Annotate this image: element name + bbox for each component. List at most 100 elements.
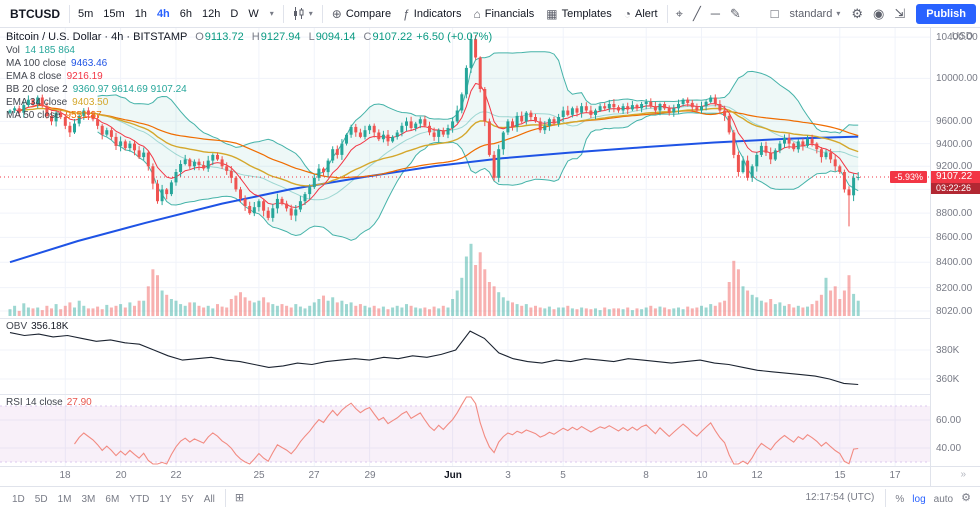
candlestick-icon (293, 7, 304, 20)
range-YTD[interactable]: YTD (124, 494, 154, 505)
toolbar-divider (282, 4, 284, 23)
go-to-date-icon[interactable]: ⊞ (234, 492, 245, 504)
time-axis-label: 12 (751, 470, 763, 481)
rsi-value: 27.90 (66, 397, 92, 408)
scale-auto[interactable]: auto (930, 494, 957, 505)
indicators-icon: ƒ (403, 6, 410, 21)
interval-15m[interactable]: 15m (98, 2, 129, 26)
time-axis[interactable]: 18 20 22 25 27 29 Jun 3 5 8 10 12 15 17 » (0, 466, 980, 487)
open-value: 9113.72 (204, 31, 244, 43)
range-5Y[interactable]: 5Y (177, 494, 199, 505)
obv-axis-label: 360K (936, 374, 960, 385)
interval-1h[interactable]: 1h (130, 2, 152, 26)
templates-icon: ▦ (546, 6, 558, 21)
rsi-legend[interactable]: RSI 14 close 27.90 (6, 397, 92, 408)
alert-button[interactable]: ◔ Alert (618, 2, 664, 26)
horizontal-line-tool-button[interactable]: ─ (706, 2, 725, 26)
scale-%[interactable]: % (891, 494, 908, 505)
indicator-legend-row[interactable]: EMA 34 close 9403.50 (6, 97, 109, 108)
axis-settings-gear-icon[interactable]: ⚙ (961, 492, 971, 504)
price-axis-label: 9200.00 (936, 161, 973, 172)
range-1D[interactable]: 1D (7, 494, 30, 505)
interval-D[interactable]: D (225, 2, 243, 26)
interval-12h[interactable]: 12h (197, 2, 225, 26)
pane-separator[interactable] (0, 394, 980, 395)
interval-6h[interactable]: 6h (175, 2, 197, 26)
chart-type-button[interactable]: ▾ (287, 2, 319, 26)
compare-button[interactable]: ⊕ Compare (326, 2, 397, 26)
chart-canvas[interactable] (0, 28, 930, 466)
toolbar-divider (224, 488, 226, 507)
interval-4h[interactable]: 4h (152, 2, 175, 26)
range-group: 1D 5D 1M 3M 6M YTD 1Y 5Y All ⊞ (7, 488, 248, 507)
price-axis-label: 8200.00 (936, 283, 973, 294)
price-axis-label: 9400.00 (936, 139, 973, 150)
price-axis-label: 10000.00 (936, 73, 978, 84)
chart-area[interactable]: Bitcoin / U.S. Dollar · 4h · BITSTAMP O9… (0, 28, 980, 466)
obv-legend[interactable]: OBV 356.18K (6, 321, 69, 332)
rsi-axis-label: 60.00 (936, 415, 962, 426)
price-axis[interactable]: USD 10400.00 10000.00 9600.00 9400.00 9200.0… (930, 28, 980, 466)
interval-dropdown-button[interactable]: ▾ (264, 2, 280, 26)
change-percent-label: -5.93% (890, 171, 927, 183)
publish-button[interactable]: Publish (916, 3, 976, 24)
indicator-legend-row[interactable]: BB 20 close 2 9360.97 9614.69 9107.24 (6, 84, 187, 95)
trendline-icon: ╱ (692, 5, 701, 21)
indicator-legend-row[interactable]: MA 100 close 9463.46 (6, 58, 108, 69)
fullscreen-button[interactable]: ⇲ (889, 2, 910, 26)
symbol-title-row[interactable]: Bitcoin / U.S. Dollar · 4h · BITSTAMP O9… (6, 31, 492, 44)
range-5D[interactable]: 5D (30, 494, 53, 505)
indicators-button[interactable]: ƒ Indicators (397, 2, 467, 26)
jump-to-realtime-icon[interactable]: » (960, 469, 966, 480)
price-axis-label: 8800.00 (936, 208, 973, 219)
time-axis-corner (930, 467, 980, 487)
time-axis-label: 8 (643, 470, 649, 481)
time-axis-label: 10 (696, 470, 708, 481)
time-axis-label: Jun (444, 470, 462, 481)
scale-log[interactable]: log (908, 494, 929, 505)
range-All[interactable]: All (199, 494, 220, 505)
range-1Y[interactable]: 1Y (154, 494, 176, 505)
range-3M[interactable]: 3M (77, 494, 101, 505)
layout-grid-button[interactable]: □ (766, 2, 784, 26)
interval-W[interactable]: W (243, 2, 263, 26)
crosshair-tool-button[interactable]: ⌖ (671, 2, 688, 26)
indicator-legend-row[interactable]: EMA 8 close 9216.19 (6, 71, 103, 82)
interval-5m[interactable]: 5m (73, 2, 98, 26)
snapshot-button[interactable]: ◉ (868, 2, 889, 26)
brush-icon: ✎ (729, 5, 741, 21)
pane-separator[interactable] (0, 318, 980, 319)
financials-button[interactable]: ⌂ Financials (467, 2, 540, 26)
currency-label[interactable]: USD (951, 31, 973, 42)
time-axis-label: 27 (308, 470, 320, 481)
clock-label[interactable]: 12:17:54 (UTC) (805, 492, 875, 503)
symbol-button[interactable]: BTCUSD (4, 2, 66, 26)
time-axis-label: 22 (170, 470, 182, 481)
toolbar-left: BTCUSD 5m 15m 1h 4h 6h 12h D W ▾ ▾ ⊕ Compare ƒ In… (4, 0, 746, 27)
toolbar-divider (885, 488, 887, 507)
brush-tool-button[interactable]: ✎ (725, 2, 746, 26)
ohlc-values: O9113.72 H9127.94 L9094.14 C9107.22 +6.5… (195, 31, 493, 43)
time-axis-label: 18 (59, 470, 71, 481)
trendline-tool-button[interactable]: ╱ (688, 2, 706, 26)
bottom-toolbar: 1D 5D 1M 3M 6M YTD 1Y 5Y All ⊞ 12:17:54 (UTC) % l… (0, 486, 980, 508)
chart-settings-button[interactable]: ⚙ (846, 2, 868, 26)
layout-grid-icon: □ (770, 6, 779, 21)
price-axis-label: 8600.00 (936, 232, 973, 243)
alert-clock-icon: ◔ (623, 6, 631, 21)
fullscreen-icon: ⇲ (894, 5, 906, 21)
financials-icon: ⌂ (473, 6, 481, 21)
symbol-description[interactable]: Bitcoin / U.S. Dollar · 4h · BITSTAMP (6, 31, 188, 43)
indicator-legend-row[interactable]: MA 50 close 9551.87 (6, 110, 102, 121)
layout-preset-select[interactable]: standard ▾ (784, 2, 847, 26)
indicator-legend-row[interactable]: Vol 14 185 864 (6, 45, 75, 56)
price-axis-label: 9600.00 (936, 116, 973, 127)
toolbar-divider (69, 4, 70, 23)
change-value: +6.50 (+0.07%) (416, 31, 493, 43)
time-axis-label: 15 (834, 470, 846, 481)
price-axis-label: 8020.00 (936, 306, 973, 317)
range-6M[interactable]: 6M (100, 494, 124, 505)
range-1M[interactable]: 1M (53, 494, 77, 505)
templates-button[interactable]: ▦ Templates (540, 2, 617, 26)
